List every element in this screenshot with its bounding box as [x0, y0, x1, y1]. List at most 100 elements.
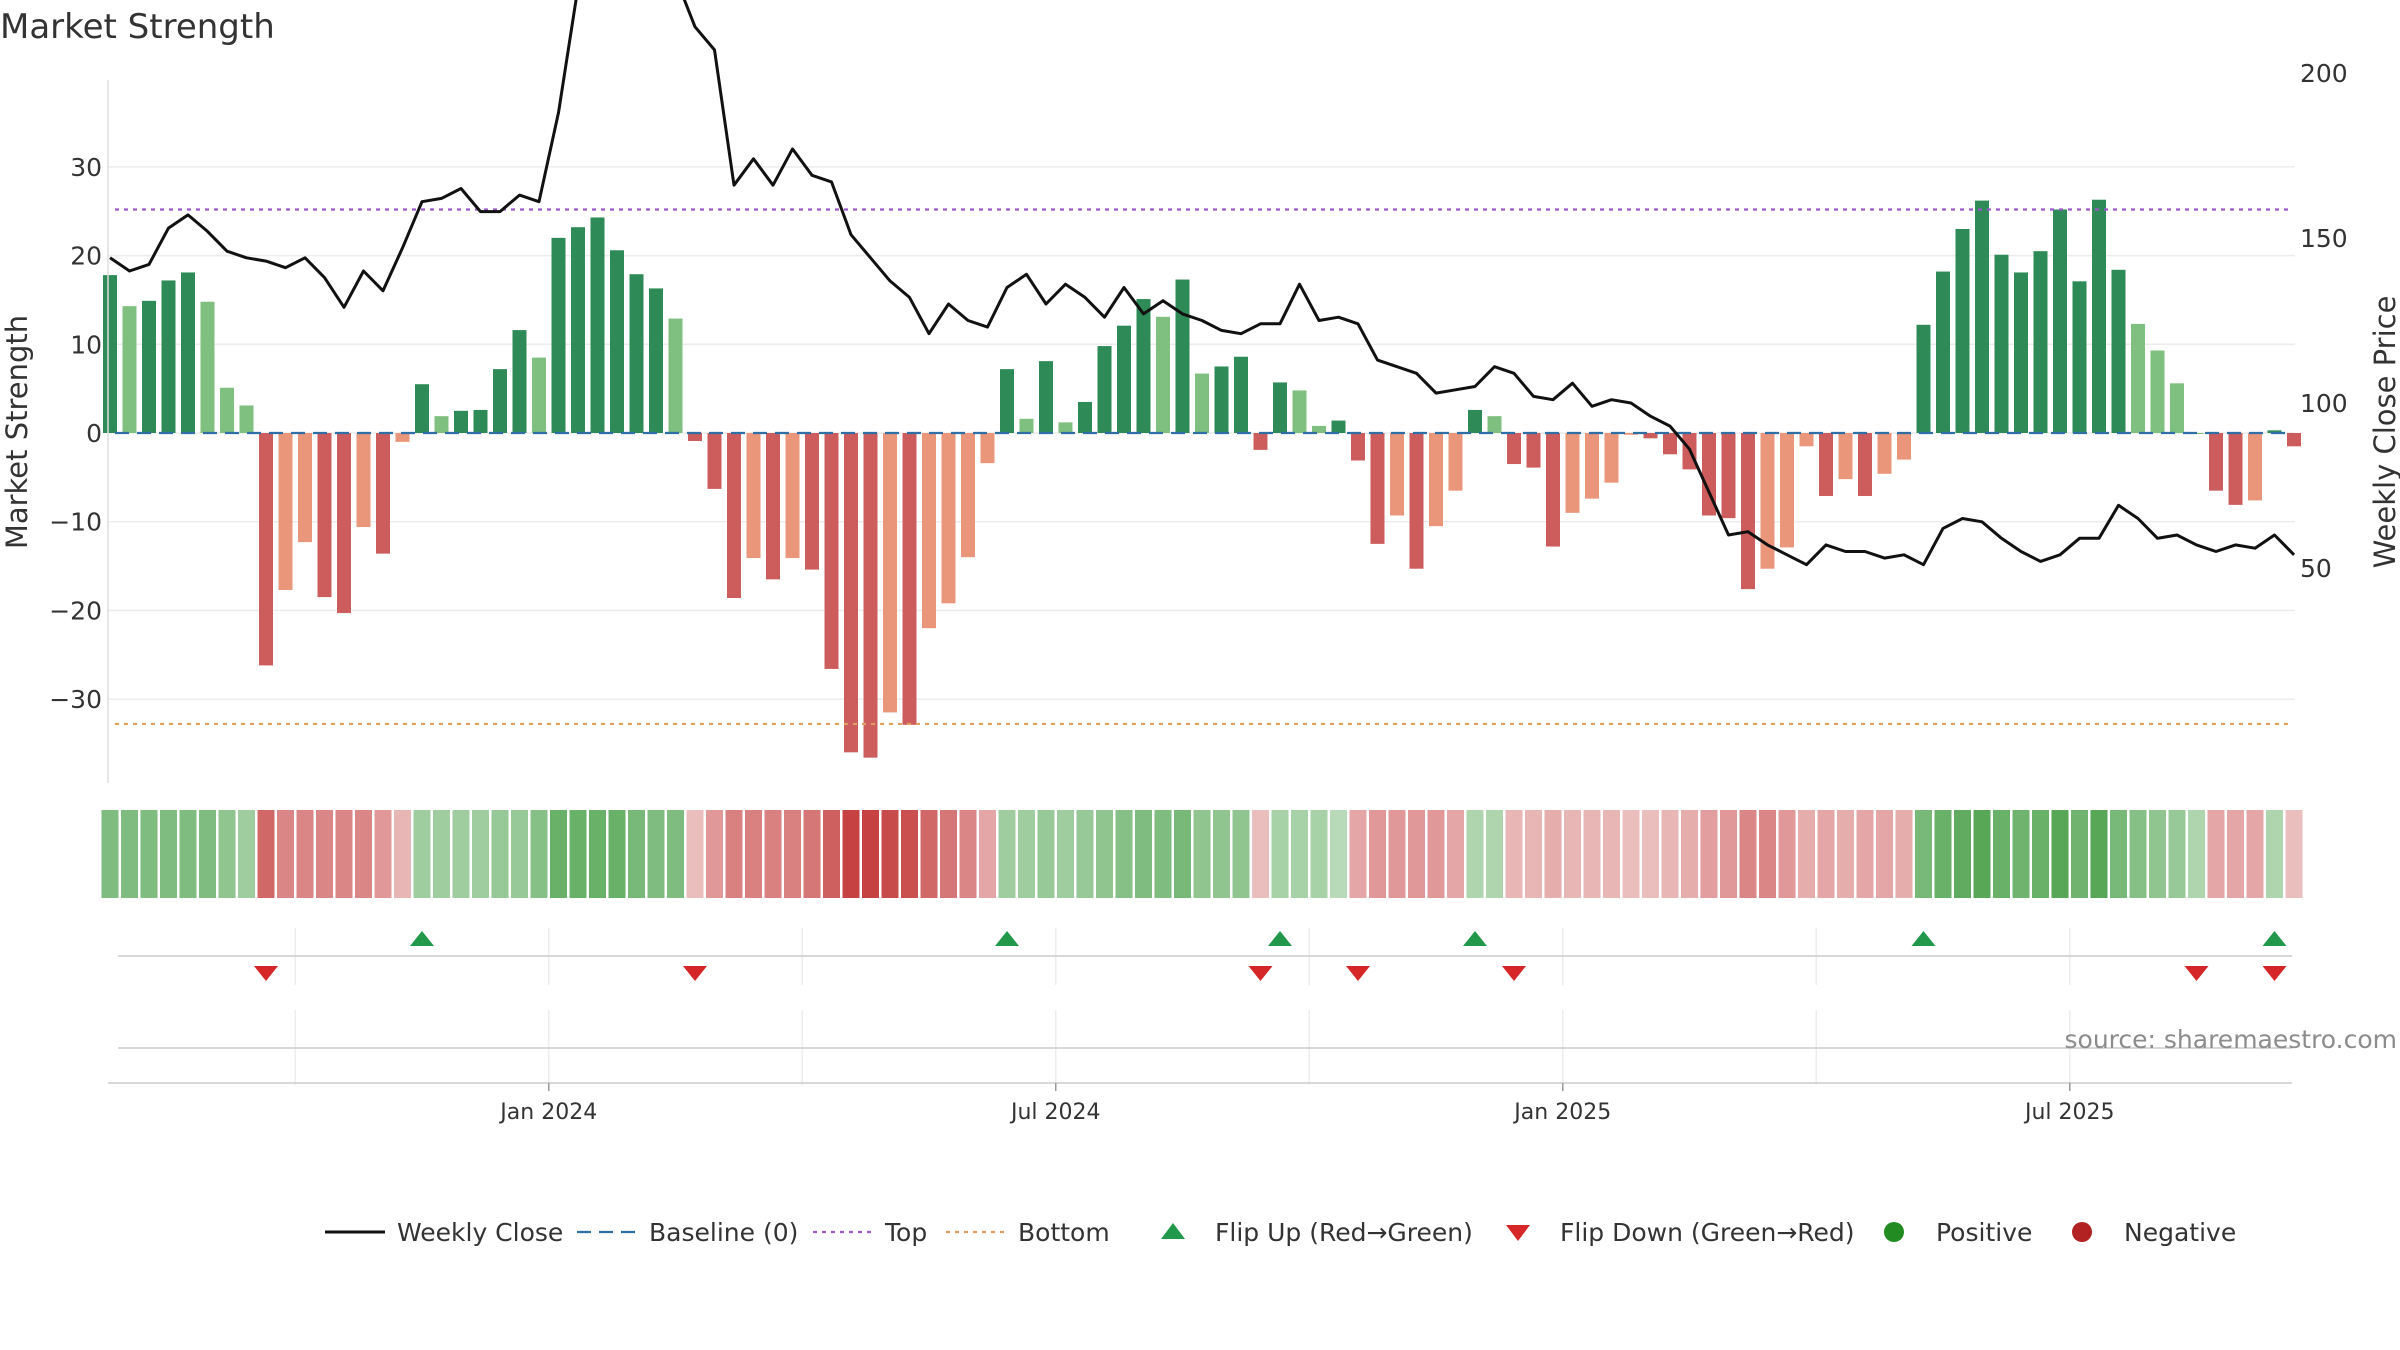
- strength-bar: [1702, 433, 1716, 516]
- strength-bar: [1975, 200, 1989, 433]
- strength-bar: [1117, 325, 1131, 433]
- strength-bar: [259, 433, 273, 666]
- right-tick-label: 150: [2300, 224, 2348, 253]
- flip-down-marker: [1346, 966, 1370, 981]
- heat-cell: [1583, 810, 1601, 898]
- legend-item: Weekly Close: [325, 1218, 563, 1247]
- strength-bar: [1234, 356, 1248, 433]
- strength-bar: [961, 433, 975, 558]
- strength-bar: [1409, 433, 1424, 569]
- legend-label: Weekly Close: [397, 1218, 563, 1247]
- heat-cell: [1993, 810, 2010, 898]
- strength-bar: [1916, 324, 1931, 433]
- strength-bar: [1351, 433, 1365, 461]
- heat-cell: [1135, 810, 1152, 898]
- heat-cell: [316, 810, 333, 898]
- legend-swatch: [2072, 1222, 2092, 1242]
- source-note: source: sharemaestro.com: [2065, 1025, 2398, 1054]
- heat-cell: [1369, 810, 1386, 898]
- heat-cell: [667, 810, 684, 898]
- legend-label: Bottom: [1018, 1218, 1110, 1247]
- strength-bar: [571, 227, 585, 433]
- strength-bar: [649, 288, 663, 433]
- strength-bar: [805, 433, 819, 570]
- heat-cell: [725, 810, 743, 898]
- heat-cell: [1057, 810, 1074, 898]
- x-tick-label: Jul 2024: [1009, 1100, 1101, 1125]
- heat-cell: [1427, 810, 1445, 898]
- heat-cell: [452, 810, 470, 898]
- heat-cell: [706, 810, 723, 898]
- strength-bar: [2287, 433, 2301, 447]
- flip-down-marker: [1248, 966, 1273, 981]
- heat-cell: [940, 810, 957, 898]
- left-tick-label: −30: [49, 685, 102, 714]
- heat-cell: [842, 810, 860, 898]
- heat-cell: [238, 810, 255, 898]
- strength-bar: [1058, 422, 1073, 433]
- heat-cell: [2168, 810, 2186, 898]
- flip-up-marker: [995, 931, 1019, 946]
- legend-item: Flip Up (Red→Green): [1161, 1218, 1473, 1247]
- heat-cell: [1603, 810, 1620, 898]
- strength-bar: [317, 433, 332, 598]
- strength-bar: [1663, 433, 1677, 455]
- heat-cell: [1837, 810, 1854, 898]
- legend-item: Flip Down (Green→Red): [1506, 1218, 1855, 1247]
- heat-cell: [1934, 810, 1952, 898]
- strength-bar: [688, 433, 702, 441]
- strength-bar: [746, 433, 761, 559]
- strength-bar: [2228, 433, 2243, 505]
- left-axis-label: Market Strength: [0, 315, 34, 549]
- heat-cell: [1213, 810, 1230, 898]
- heat-cell: [413, 810, 431, 898]
- heat-cell: [2285, 810, 2303, 898]
- left-tick-label: 10: [70, 330, 102, 359]
- strength-bar: [473, 409, 488, 433]
- strength-bar: [1253, 433, 1268, 450]
- heat-cell: [296, 810, 314, 898]
- strength-bar: [1546, 433, 1560, 547]
- heat-cell: [1174, 810, 1191, 898]
- strength-bar: [844, 433, 858, 753]
- heat-cell: [1720, 810, 1737, 898]
- left-tick-label: −20: [49, 596, 102, 625]
- flip-up-marker: [410, 931, 434, 946]
- flip-down-marker: [254, 966, 278, 981]
- heat-cell: [472, 810, 489, 898]
- heat-cell: [1466, 810, 1484, 898]
- strength-bar: [883, 433, 897, 713]
- legend-label: Flip Down (Green→Red): [1560, 1218, 1855, 1247]
- flip-down-marker: [683, 966, 707, 981]
- heat-cell: [1154, 810, 1172, 898]
- heat-cell: [1544, 810, 1562, 898]
- heat-cell: [920, 810, 938, 898]
- strength-bar: [1331, 420, 1346, 433]
- heat-cell: [1798, 810, 1815, 898]
- heat-cell: [784, 810, 801, 898]
- heat-cell: [1486, 810, 1503, 898]
- price-line-layer: [109, 0, 2296, 567]
- left-tick-label: 30: [70, 153, 102, 182]
- strength-bar: [356, 433, 371, 528]
- heat-cell: [1349, 810, 1367, 898]
- strength-bar: [1604, 433, 1619, 483]
- strength-bar: [1156, 316, 1170, 433]
- heat-cell: [1193, 810, 1211, 898]
- heat-cell: [394, 810, 411, 898]
- flip-up-marker: [1463, 931, 1487, 946]
- heat-cell: [1895, 810, 1913, 898]
- heat-cell: [1856, 810, 1874, 898]
- flip-up-marker: [1268, 931, 1292, 946]
- strength-bar: [298, 433, 312, 543]
- legend-label: Baseline (0): [649, 1218, 798, 1247]
- heat-cell: [686, 810, 704, 898]
- legend-label: Top: [884, 1218, 927, 1247]
- strength-bar: [1468, 409, 1482, 433]
- heat-cell: [257, 810, 275, 898]
- bars-layer: [103, 199, 2301, 758]
- strength-bar: [1429, 433, 1443, 527]
- strength-bar: [2267, 430, 2282, 433]
- heat-cell: [1739, 810, 1757, 898]
